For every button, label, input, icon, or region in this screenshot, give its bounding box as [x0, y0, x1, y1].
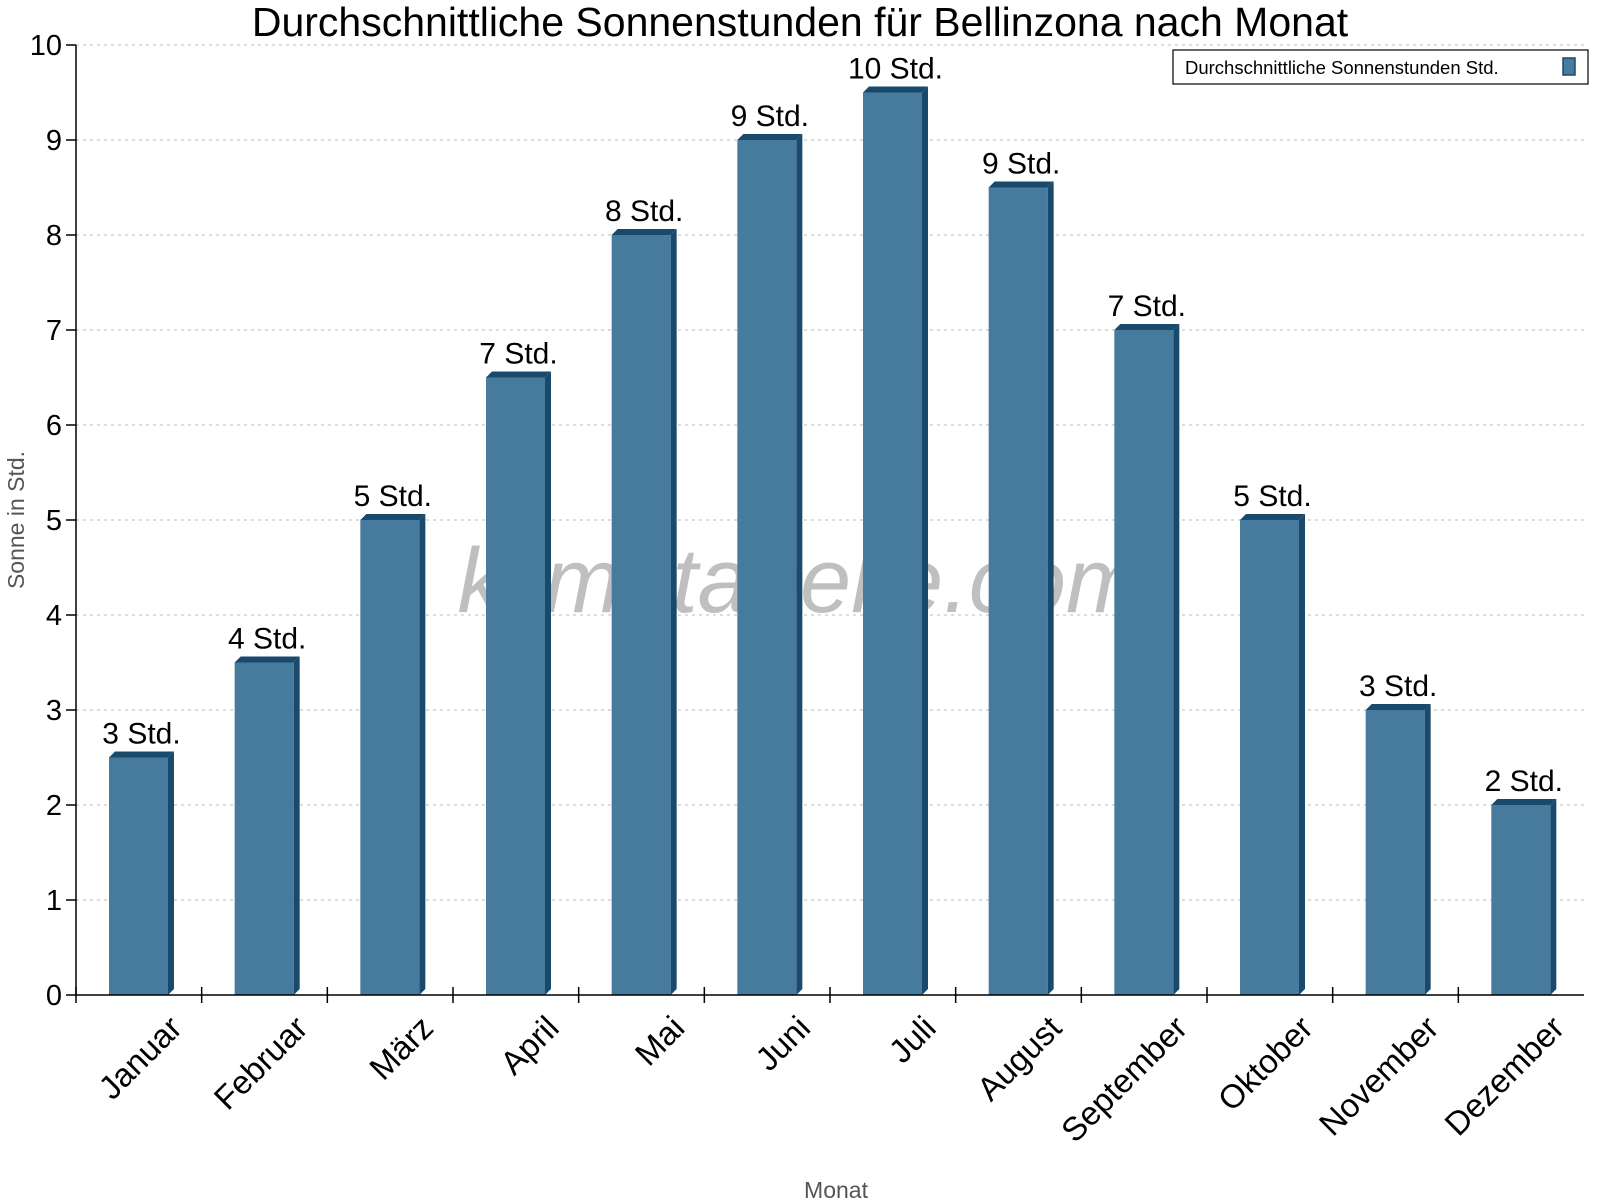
data-label: 9 Std.	[982, 148, 1060, 181]
bar-top	[1240, 514, 1305, 520]
y-tick-label: 2	[46, 790, 62, 822]
bar-märz	[360, 520, 420, 995]
bars: 3 Std. 4 Std. 5 Std. 7 Std. 8 Std. 9 Std. 10 S…	[102, 53, 1563, 995]
y-tick-label: 1	[46, 885, 62, 917]
data-label: 3 Std.	[102, 718, 180, 751]
bar-top	[611, 229, 677, 235]
x-tick-label: Juli	[882, 1009, 943, 1070]
x-tick-label: August	[970, 1009, 1069, 1108]
bar-side	[545, 371, 551, 995]
bar-top	[109, 751, 174, 758]
legend: Durchschnittliche Sonnenstunden Std.	[1172, 49, 1589, 85]
bar-side	[1299, 514, 1305, 995]
data-label: 3 Std.	[1359, 670, 1437, 703]
y-axis-title: Sonne in Std.	[3, 451, 29, 589]
data-label: 7 Std.	[479, 338, 557, 371]
bar-januar	[109, 757, 168, 995]
x-tick-label: Dezember	[1437, 1009, 1571, 1143]
legend-label: Durchschnittliche Sonnenstunden Std.	[1185, 57, 1499, 78]
bar-top	[1365, 704, 1431, 710]
bar-side	[1550, 799, 1557, 995]
bar-september	[1114, 330, 1174, 995]
bar-side	[168, 751, 174, 995]
x-tick-label: Januar	[91, 1009, 189, 1107]
bar-side	[670, 229, 677, 995]
bar-juni	[737, 140, 797, 995]
bar-top	[234, 656, 300, 663]
bar-side	[419, 514, 426, 995]
bar-side	[796, 134, 803, 995]
x-tick-label: September	[1054, 1009, 1194, 1149]
bar-side	[1424, 704, 1431, 995]
bar-top	[737, 134, 803, 140]
x-tick-label: Juni	[748, 1009, 817, 1078]
bar-november	[1365, 710, 1425, 995]
bar-mai	[611, 235, 671, 995]
x-tick-label: Februar	[207, 1009, 315, 1117]
y-tick-label: 4	[46, 600, 62, 632]
legend-box	[1172, 49, 1589, 85]
legend-swatch	[1562, 57, 1576, 76]
bar-juli	[863, 92, 922, 995]
y-tick-label: 9	[46, 125, 62, 157]
gridlines	[76, 44, 1584, 901]
y-tick-label: 0	[46, 980, 62, 1012]
bar-februar	[234, 662, 294, 995]
bar-top	[1114, 324, 1180, 330]
x-tick-label: Oktober	[1211, 1009, 1320, 1118]
data-label: 5 Std.	[1233, 480, 1311, 513]
data-label: 10 Std.	[848, 53, 943, 86]
bar-side	[293, 656, 300, 995]
y-tick-label: 7	[46, 315, 62, 347]
bar-dezember	[1491, 805, 1551, 995]
x-axis-title: Monat	[804, 1177, 869, 1200]
bar-side	[922, 86, 928, 995]
bar-top	[360, 514, 426, 520]
bar-april	[486, 377, 545, 995]
bar-side	[1047, 181, 1054, 995]
y-tick-label: 3	[46, 695, 62, 727]
data-label: 8 Std.	[605, 195, 683, 228]
x-tick-label: März	[362, 1009, 440, 1087]
data-label: 5 Std.	[354, 480, 432, 513]
bar-oktober	[1240, 520, 1299, 995]
bar-top	[486, 371, 551, 378]
bar-august	[988, 187, 1048, 995]
data-label: 2 Std.	[1485, 765, 1563, 798]
x-tick-label: April	[493, 1009, 566, 1082]
bar-side	[1173, 324, 1180, 995]
y-tick-label: 5	[46, 505, 62, 537]
x-tick-label: November	[1312, 1009, 1446, 1143]
bar-top	[863, 86, 928, 93]
data-label: 7 Std.	[1108, 290, 1186, 323]
data-label: 9 Std.	[731, 100, 809, 133]
data-label: 4 Std.	[228, 623, 306, 656]
y-tick-label: 6	[46, 410, 62, 442]
y-tick-label: 8	[46, 220, 62, 252]
x-tick-label: Mai	[628, 1009, 692, 1073]
bar-top	[1491, 799, 1557, 805]
y-tick-label: 10	[30, 30, 62, 62]
bar-top	[988, 181, 1054, 188]
chart-title: Durchschnittliche Sonnenstunden für Bell…	[252, 0, 1349, 45]
